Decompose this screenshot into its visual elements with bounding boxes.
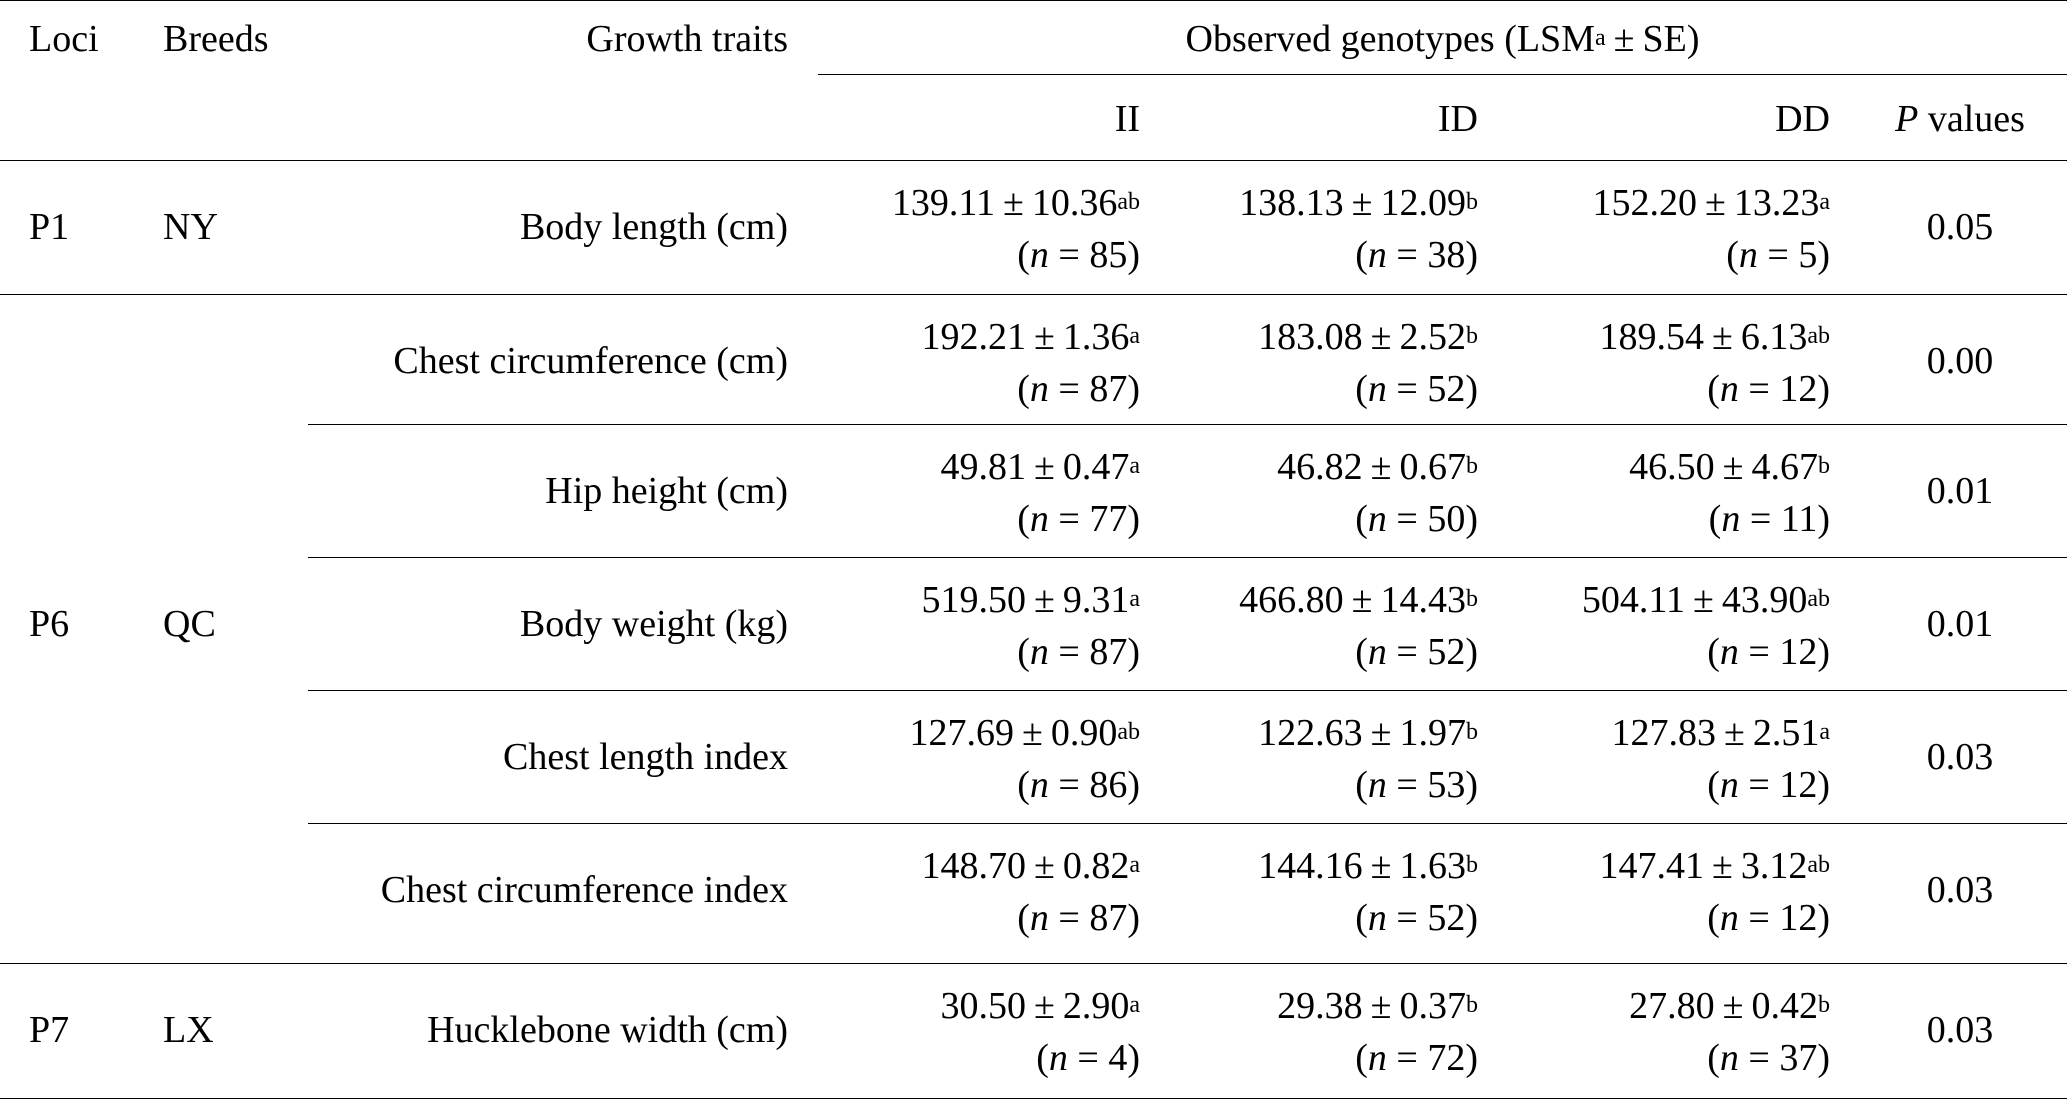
breed-cell: QC — [163, 603, 216, 645]
genotype-ii-value: 519.50 ±9.31a — [921, 579, 1140, 621]
genotype-ii-value: 127.69 ±0.90ab — [909, 712, 1140, 754]
breed-cell: LX — [163, 1009, 214, 1051]
genotype-id-count: (n = 52) — [1355, 897, 1478, 939]
genotype-ii-value: 148.70 ±0.82a — [921, 845, 1140, 887]
genotype-dd-count: (n = 5) — [1726, 234, 1830, 276]
breed-cell: NY — [163, 206, 218, 248]
p6-top-rule — [0, 294, 2067, 295]
genotype-dd-count: (n = 12) — [1707, 631, 1830, 673]
genotype-ii-count: (n = 87) — [1017, 631, 1140, 673]
genotype-id-value: 46.82 ±0.67b — [1277, 446, 1478, 488]
top-rule — [0, 0, 2067, 1]
locus-cell: P1 — [29, 206, 70, 248]
trait-cell: Chest circumference index — [380, 869, 788, 911]
genotype-ii-value: 30.50 ±2.90a — [940, 985, 1140, 1027]
header-loci: Loci — [29, 18, 99, 60]
genotype-ii-value: 139.11 ±10.36ab — [891, 182, 1140, 224]
genotype-ii-count: (n = 77) — [1017, 498, 1140, 540]
header-genotype-id: ID — [1437, 98, 1478, 140]
genotype-dd-count: (n = 37) — [1707, 1037, 1830, 1079]
trait-cell: Hucklebone width (cm) — [427, 1009, 788, 1051]
genotype-ii-count: (n = 85) — [1017, 234, 1140, 276]
header-growth-traits: Growth traits — [586, 18, 788, 60]
genotype-id-value: 466.80 ±14.43b — [1239, 579, 1478, 621]
genotype-id-count: (n = 53) — [1355, 764, 1478, 806]
observed-genotypes-sup: a — [1594, 25, 1606, 51]
p-value-cell: 0.01 — [1926, 603, 1994, 645]
p-value-cell: 0.00 — [1926, 340, 1994, 382]
genotype-dd-value: 147.41 ±3.12ab — [1599, 845, 1830, 887]
genotype-id-value: 138.13 ±12.09b — [1239, 182, 1478, 224]
genotype-dd-value: 504.11 ±43.90ab — [1581, 579, 1830, 621]
header-genotype-dd: DD — [1775, 98, 1830, 140]
header-genotype-ii: II — [1114, 98, 1140, 140]
genotype-id-count: (n = 50) — [1355, 498, 1478, 540]
locus-cell: P6 — [29, 603, 70, 645]
p-value-cell: 0.03 — [1926, 736, 1994, 778]
p-value-cell: 0.05 — [1926, 206, 1994, 248]
genotype-dd-value: 127.83 ±2.51a — [1611, 712, 1830, 754]
genotype-id-value: 144.16 ±1.63b — [1258, 845, 1478, 887]
genotype-dd-count: (n = 12) — [1707, 764, 1830, 806]
row-rule-2 — [308, 557, 2067, 558]
genotype-dd-value: 152.20 ±13.23a — [1592, 182, 1830, 224]
genotype-ii-value: 49.81 ±0.47a — [940, 446, 1140, 488]
p-values-label: values — [1927, 98, 2025, 140]
header-bottom-rule — [0, 160, 2067, 161]
bottom-rule — [0, 1098, 2067, 1099]
genotype-id-count: (n = 72) — [1355, 1037, 1478, 1079]
genotype-ii-count: (n = 87) — [1017, 897, 1140, 939]
genotype-dd-value: 189.54 ±6.13ab — [1599, 316, 1830, 358]
observed-genotypes-label: Observed genotypes (LSM — [1185, 18, 1595, 60]
row-rule-3 — [308, 690, 2067, 691]
p-italic: P — [1895, 98, 1919, 140]
trait-cell: Body weight (kg) — [519, 603, 788, 645]
genotype-dd-value: 46.50 ±4.67b — [1629, 446, 1830, 488]
row-rule-4 — [308, 823, 2067, 824]
genotype-id-count: (n = 52) — [1355, 631, 1478, 673]
genotype-id-count: (n = 38) — [1355, 234, 1478, 276]
trait-cell: Body length (cm) — [519, 206, 788, 248]
observed-genotypes-tail: SE) — [1642, 18, 1700, 60]
locus-cell: P7 — [29, 1009, 70, 1051]
header-p-values: P values — [1880, 100, 2040, 138]
p-value-cell: 0.01 — [1926, 470, 1994, 512]
row-rule-1 — [308, 424, 2067, 425]
p-value-cell: 0.03 — [1926, 869, 1994, 911]
plus-minus-symbol: ± — [1613, 18, 1635, 60]
genotype-id-value: 29.38 ±0.37b — [1277, 985, 1478, 1027]
genotype-dd-value: 27.80 ±0.42b — [1629, 985, 1830, 1027]
genotype-ii-count: (n = 86) — [1017, 764, 1140, 806]
genotype-id-value: 122.63 ±1.97b — [1258, 712, 1478, 754]
header-observed-genotypes: Observed genotypes (LSMa ± SE) — [818, 20, 2067, 58]
p-value-cell: 0.03 — [1926, 1009, 1994, 1051]
genotype-id-value: 183.08 ±2.52b — [1258, 316, 1478, 358]
header-breeds: Breeds — [163, 18, 269, 60]
genotype-dd-count: (n = 12) — [1707, 368, 1830, 410]
genotype-dd-count: (n = 12) — [1707, 897, 1830, 939]
trait-cell: Chest circumference (cm) — [393, 340, 788, 382]
genotype-id-count: (n = 52) — [1355, 368, 1478, 410]
genotype-ii-count: (n = 4) — [1036, 1037, 1140, 1079]
trait-cell: Hip height (cm) — [545, 470, 788, 512]
genotype-ii-count: (n = 87) — [1017, 368, 1140, 410]
genotype-dd-count: (n = 11) — [1708, 498, 1830, 540]
trait-cell: Chest length index — [503, 736, 788, 778]
p7-top-rule — [0, 963, 2067, 964]
observed-genotypes-rule — [818, 74, 2067, 75]
genotype-ii-value: 192.21 ±1.36a — [921, 316, 1140, 358]
